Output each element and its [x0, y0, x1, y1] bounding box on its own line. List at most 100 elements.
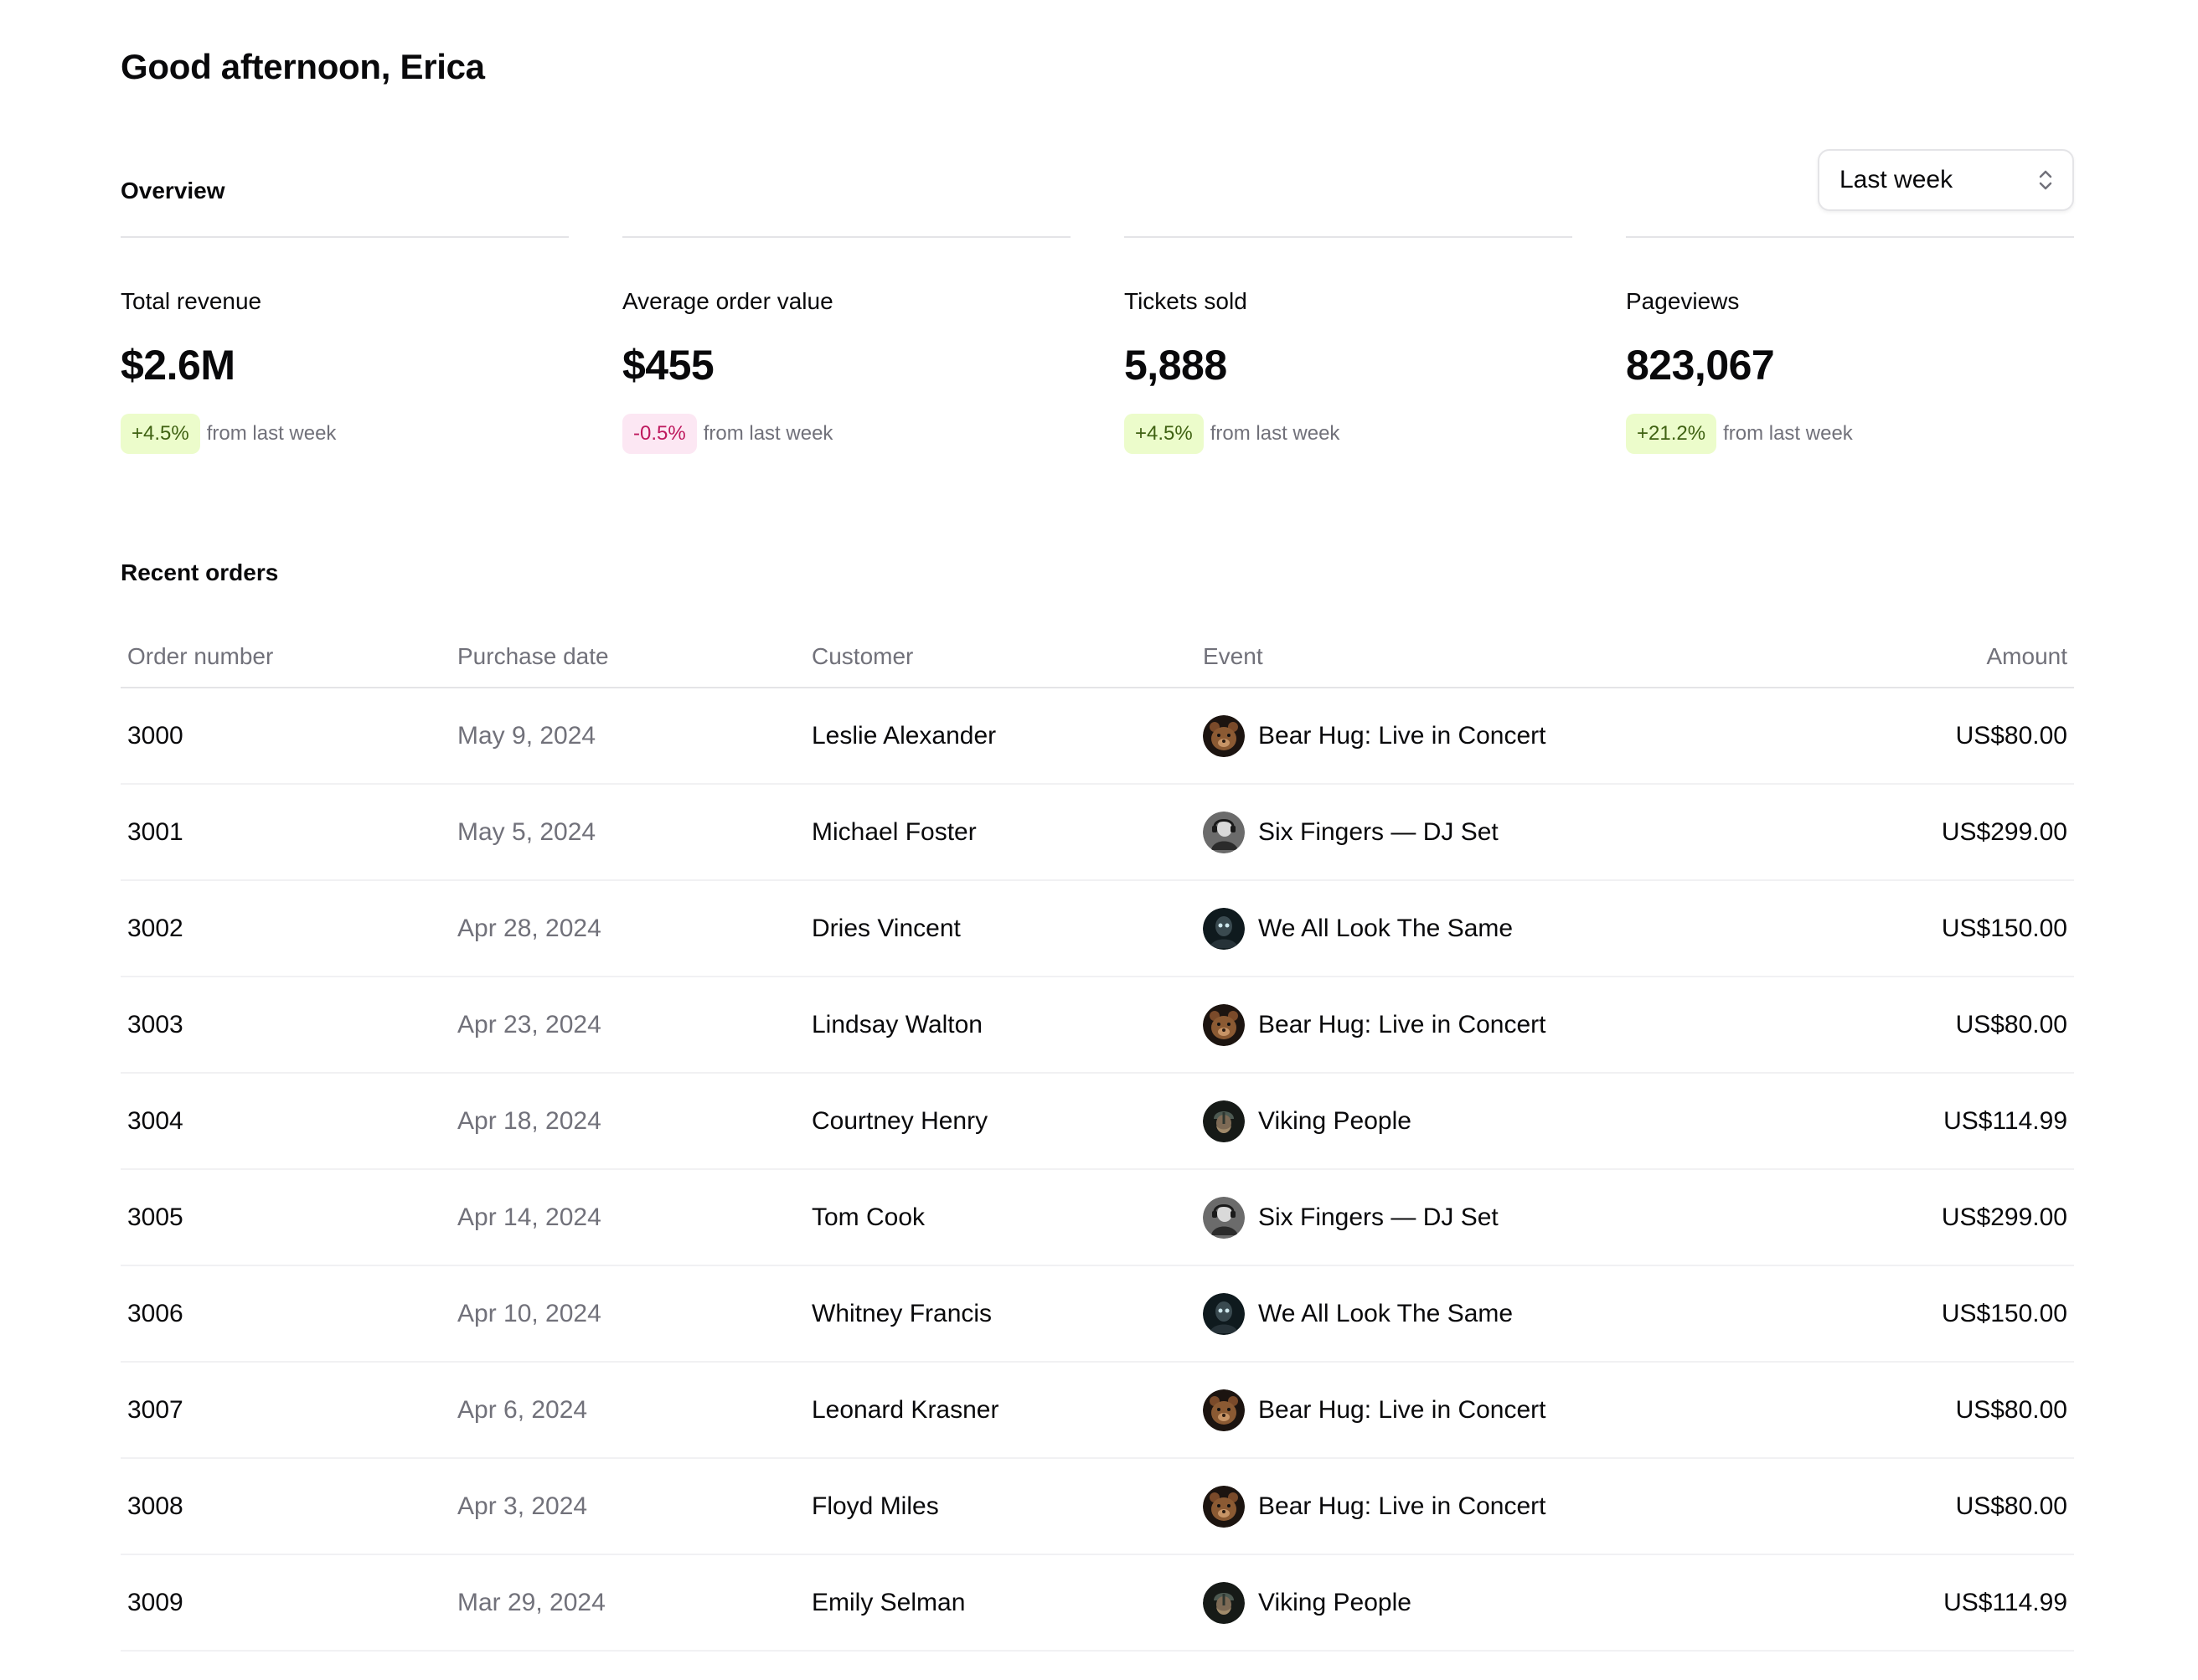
event-info: Bear Hug: Live in Concert	[1203, 1003, 1776, 1046]
order-amount: US$114.99	[1783, 1554, 2074, 1652]
event-name: Viking People	[1258, 1588, 1411, 1616]
event-name: We All Look The Same	[1258, 914, 1514, 942]
masked-figure-icon	[1203, 1292, 1245, 1335]
column-header-event: Event	[1196, 626, 1783, 688]
customer-name: Emily Selman	[805, 1554, 1196, 1652]
purchase-date: May 5, 2024	[451, 784, 805, 881]
event-info: Viking People	[1203, 1100, 1776, 1142]
customer-name: Courtney Henry	[805, 1073, 1196, 1170]
change-note: from last week	[703, 422, 833, 445]
table-row[interactable]: 3003 Apr 23, 2024 Lindsay Walton Bear Hug: …	[121, 977, 2074, 1074]
purchase-date: Apr 3, 2024	[451, 1458, 805, 1555]
event-cell: We All Look The Same	[1196, 880, 1783, 977]
recent-orders-heading: Recent orders	[121, 559, 279, 585]
stat-label: Total revenue	[121, 288, 262, 314]
order-amount: US$150.00	[1783, 880, 2074, 977]
table-row[interactable]: 3000 May 9, 2024 Leslie Alexander Bear Hug:…	[121, 688, 2074, 785]
order-number: 3002	[121, 880, 451, 977]
change-note: from last week	[1210, 422, 1340, 445]
stat-label: Pageviews	[1626, 288, 1740, 314]
stat-value: $455	[622, 342, 715, 389]
period-select-value: Last week	[1839, 166, 1953, 193]
order-number: 3007	[121, 1362, 451, 1459]
period-select[interactable]: Last week	[1818, 149, 2074, 211]
purchase-date: Apr 28, 2024	[451, 880, 805, 977]
event-cell: Viking People	[1196, 1554, 1783, 1652]
customer-name: Tom Cook	[805, 1169, 1196, 1266]
orders-table-body: 3000 May 9, 2024 Leslie Alexander Bear Hug:…	[121, 688, 2074, 1652]
event-cell: Viking People	[1196, 1073, 1783, 1170]
order-number: 3009	[121, 1554, 451, 1652]
viking-icon	[1203, 1100, 1245, 1142]
customer-name: Whitney Francis	[805, 1265, 1196, 1363]
event-cell: Bear Hug: Live in Concert	[1196, 977, 1783, 1074]
event-cell: Six Fingers — DJ Set	[1196, 784, 1783, 881]
purchase-date: May 9, 2024	[451, 688, 805, 785]
customer-name: Dries Vincent	[805, 880, 1196, 977]
table-header-row: Order number Purchase date Customer Even…	[121, 626, 2074, 688]
column-header-order-number: Order number	[121, 626, 451, 688]
customer-name: Leslie Alexander	[805, 688, 1196, 785]
stat-card-average-order-value: Average order value $455 -0.5% from last…	[622, 236, 1071, 454]
change-note: from last week	[1723, 422, 1853, 445]
order-number: 3004	[121, 1073, 451, 1170]
event-info: We All Look The Same	[1203, 907, 1776, 950]
stat-label: Tickets sold	[1124, 288, 1247, 314]
table-row[interactable]: 3001 May 5, 2024 Michael Foster Six Fingers…	[121, 784, 2074, 881]
event-info: Bear Hug: Live in Concert	[1203, 714, 1776, 757]
table-row[interactable]: 3007 Apr 6, 2024 Leonard Krasner Bear Hug: …	[121, 1362, 2074, 1459]
order-number: 3005	[121, 1169, 451, 1266]
table-row[interactable]: 3008 Apr 3, 2024 Floyd Miles Bear Hug: Live…	[121, 1458, 2074, 1555]
dj-icon	[1203, 1196, 1245, 1239]
event-name: Six Fingers — DJ Set	[1258, 1203, 1499, 1231]
stat-value: $2.6M	[121, 342, 235, 389]
event-cell: Bear Hug: Live in Concert	[1196, 1362, 1783, 1459]
table-row[interactable]: 3006 Apr 10, 2024 Whitney Francis We All Lo…	[121, 1265, 2074, 1363]
orders-table: Order number Purchase date Customer Even…	[121, 626, 2074, 1652]
table-row[interactable]: 3009 Mar 29, 2024 Emily Selman Viking Peopl…	[121, 1554, 2074, 1652]
change-badge: -0.5%	[622, 414, 697, 454]
event-cell: Bear Hug: Live in Concert	[1196, 688, 1783, 785]
purchase-date: Apr 10, 2024	[451, 1265, 805, 1363]
column-header-purchase-date: Purchase date	[451, 626, 805, 688]
greeting-heading: Good afternoon, Erica	[121, 47, 485, 86]
event-info: Six Fingers — DJ Set	[1203, 811, 1776, 853]
masked-figure-icon	[1203, 907, 1245, 950]
order-amount: US$299.00	[1783, 1169, 2074, 1266]
order-number: 3008	[121, 1458, 451, 1555]
overview-heading: Overview	[121, 178, 225, 204]
dj-icon	[1203, 811, 1245, 853]
event-name: Viking People	[1258, 1106, 1411, 1135]
change-badge: +4.5%	[121, 414, 200, 454]
stat-card-total-revenue: Total revenue $2.6M +4.5% from last week	[121, 236, 569, 454]
event-cell: We All Look The Same	[1196, 1265, 1783, 1363]
change-note: from last week	[206, 422, 337, 445]
purchase-date: Apr 14, 2024	[451, 1169, 805, 1266]
chevron-up-down-icon	[2039, 170, 2052, 190]
customer-name: Michael Foster	[805, 784, 1196, 881]
table-row[interactable]: 3002 Apr 28, 2024 Dries Vincent We All Look…	[121, 880, 2074, 977]
table-row[interactable]: 3005 Apr 14, 2024 Tom Cook Six Fingers — DJ…	[121, 1169, 2074, 1266]
bear-icon	[1203, 1485, 1245, 1528]
stat-value: 5,888	[1124, 342, 1227, 389]
order-amount: US$80.00	[1783, 688, 2074, 785]
event-name: Six Fingers — DJ Set	[1258, 817, 1499, 846]
customer-name: Lindsay Walton	[805, 977, 1196, 1074]
purchase-date: Mar 29, 2024	[451, 1554, 805, 1652]
event-name: Bear Hug: Live in Concert	[1258, 1492, 1546, 1520]
column-header-amount: Amount	[1783, 626, 2074, 688]
order-number: 3006	[121, 1265, 451, 1363]
event-cell: Bear Hug: Live in Concert	[1196, 1458, 1783, 1555]
event-info: Bear Hug: Live in Concert	[1203, 1485, 1776, 1528]
order-amount: US$114.99	[1783, 1073, 2074, 1170]
event-name: We All Look The Same	[1258, 1299, 1514, 1327]
order-amount: US$80.00	[1783, 977, 2074, 1074]
event-name: Bear Hug: Live in Concert	[1258, 1395, 1546, 1424]
change-badge: +21.2%	[1626, 414, 1717, 454]
change-badge: +4.5%	[1124, 414, 1204, 454]
event-info: Bear Hug: Live in Concert	[1203, 1389, 1776, 1431]
stat-card-pageviews: Pageviews 823,067 +21.2% from last week	[1626, 236, 2074, 454]
table-row[interactable]: 3004 Apr 18, 2024 Courtney Henry Viking Peo…	[121, 1073, 2074, 1170]
order-amount: US$80.00	[1783, 1458, 2074, 1555]
